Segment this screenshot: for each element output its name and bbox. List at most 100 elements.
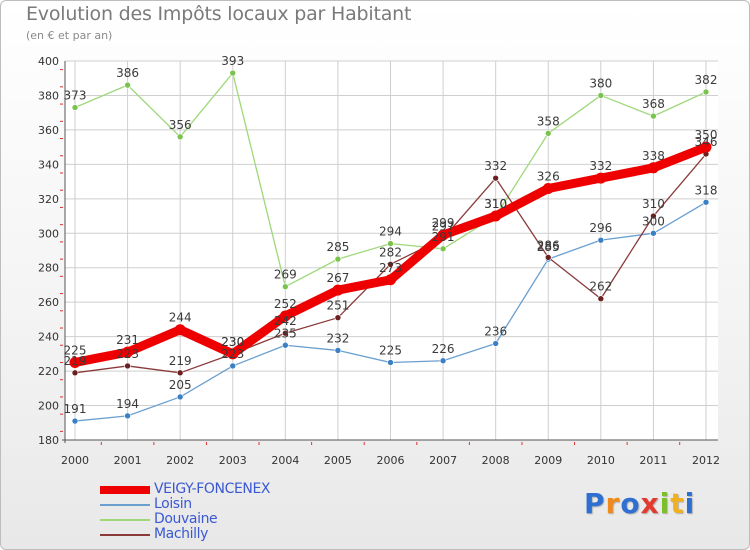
data-point	[542, 182, 554, 194]
data-point	[71, 417, 79, 425]
data-point	[650, 229, 657, 237]
x-tick-label: 2011	[639, 454, 667, 467]
data-label: 382	[695, 73, 718, 87]
logo-letter: t	[670, 487, 685, 520]
data-point	[282, 341, 289, 349]
data-point	[124, 412, 131, 420]
data-label: 225	[379, 343, 402, 357]
data-label: 296	[589, 221, 612, 235]
data-label: 332	[589, 159, 612, 173]
data-point	[176, 369, 184, 377]
data-point	[439, 245, 447, 253]
data-label: 236	[484, 325, 507, 339]
data-point	[124, 362, 131, 370]
y-tick-label: 300	[38, 227, 59, 240]
data-label: 350	[695, 128, 718, 142]
data-point	[385, 274, 396, 286]
logo-letter: x	[640, 487, 660, 520]
data-point	[279, 310, 291, 322]
data-point	[700, 141, 712, 153]
data-label: 191	[64, 402, 87, 416]
data-point	[229, 362, 237, 370]
data-label: 338	[642, 149, 665, 163]
data-label: 273	[379, 261, 402, 275]
data-point	[334, 314, 342, 321]
data-point	[647, 162, 659, 174]
data-point	[650, 212, 657, 220]
series-veigy-foncenex	[69, 141, 712, 368]
data-label: 194	[116, 397, 139, 411]
data-label: 386	[116, 66, 139, 80]
data-label: 235	[274, 326, 297, 340]
data-label: 225	[64, 343, 87, 357]
data-label: 300	[642, 214, 665, 228]
y-tick-label: 180	[38, 434, 59, 447]
data-point	[69, 356, 81, 368]
chart-title: Evolution des Impôts locaux par Habitant	[26, 3, 412, 25]
data-label: 262	[589, 280, 612, 294]
data-point	[71, 104, 79, 111]
logo-letter: i	[684, 487, 696, 520]
data-label: 358	[537, 114, 560, 128]
y-tick-label: 380	[38, 89, 59, 102]
data-point	[650, 112, 657, 120]
data-label: 219	[169, 354, 192, 368]
plot-area	[65, 61, 718, 440]
data-label: 230	[221, 335, 244, 349]
x-tick-label: 2003	[219, 454, 247, 467]
data-point	[597, 92, 605, 99]
data-label: 226	[432, 342, 455, 356]
data-label: 282	[379, 245, 402, 259]
logo-letter: o	[620, 487, 641, 520]
legend-swatch	[100, 486, 150, 494]
legend-label: Machilly	[154, 526, 208, 542]
y-tick-label: 400	[38, 55, 59, 68]
data-point	[702, 198, 710, 206]
data-point	[332, 284, 344, 296]
logo-letter: P	[584, 487, 606, 520]
data-label: 332	[484, 159, 507, 173]
logo-letter: i	[659, 487, 671, 520]
data-point	[387, 260, 394, 268]
y-tick-label: 280	[38, 262, 59, 275]
data-point	[490, 210, 502, 222]
data-label: 223	[221, 347, 244, 361]
chart-subtitle: (en € et par an)	[26, 29, 113, 42]
data-point	[334, 347, 342, 354]
legend-label: VEIGY-FONCENEX	[154, 481, 271, 497]
x-tick-label: 2000	[61, 454, 89, 467]
x-tick-label: 2012	[692, 454, 720, 467]
y-tick-label: 240	[38, 331, 59, 344]
data-label: 223	[116, 347, 139, 361]
data-point	[334, 255, 342, 263]
data-label: 380	[589, 76, 612, 90]
x-tick-label: 2009	[534, 454, 562, 467]
data-label: 318	[695, 183, 718, 197]
data-point	[124, 81, 131, 89]
labels-loisin: 191 194 205 223 235 232 225 226 236 285 296 300 318	[64, 183, 718, 416]
legend-swatch	[100, 534, 150, 536]
data-point	[544, 254, 552, 261]
data-label: 297	[432, 219, 455, 233]
data-label: 232	[326, 331, 349, 345]
data-label: 267	[326, 271, 349, 285]
data-point	[176, 393, 184, 401]
data-point	[387, 240, 394, 247]
data-label: 219	[64, 354, 87, 368]
data-point	[122, 346, 134, 358]
data-point	[71, 369, 79, 377]
data-label: 242	[274, 314, 297, 328]
data-label: 251	[326, 299, 349, 313]
data-label: 310	[484, 197, 507, 211]
data-label: 285	[537, 240, 560, 254]
y-tick-label: 320	[38, 193, 59, 206]
labels-douvaine: 373 386 356 393 269 285 294 291 310 358 380 368 382	[64, 54, 718, 282]
data-label: 368	[642, 97, 665, 111]
x-tick-label: 2008	[482, 454, 510, 467]
data-point	[702, 88, 710, 96]
data-point	[229, 69, 237, 77]
x-tick-label: 2007	[429, 454, 457, 467]
x-tick-label: 2002	[166, 454, 194, 467]
data-label: 269	[274, 268, 297, 282]
data-point	[227, 348, 239, 360]
